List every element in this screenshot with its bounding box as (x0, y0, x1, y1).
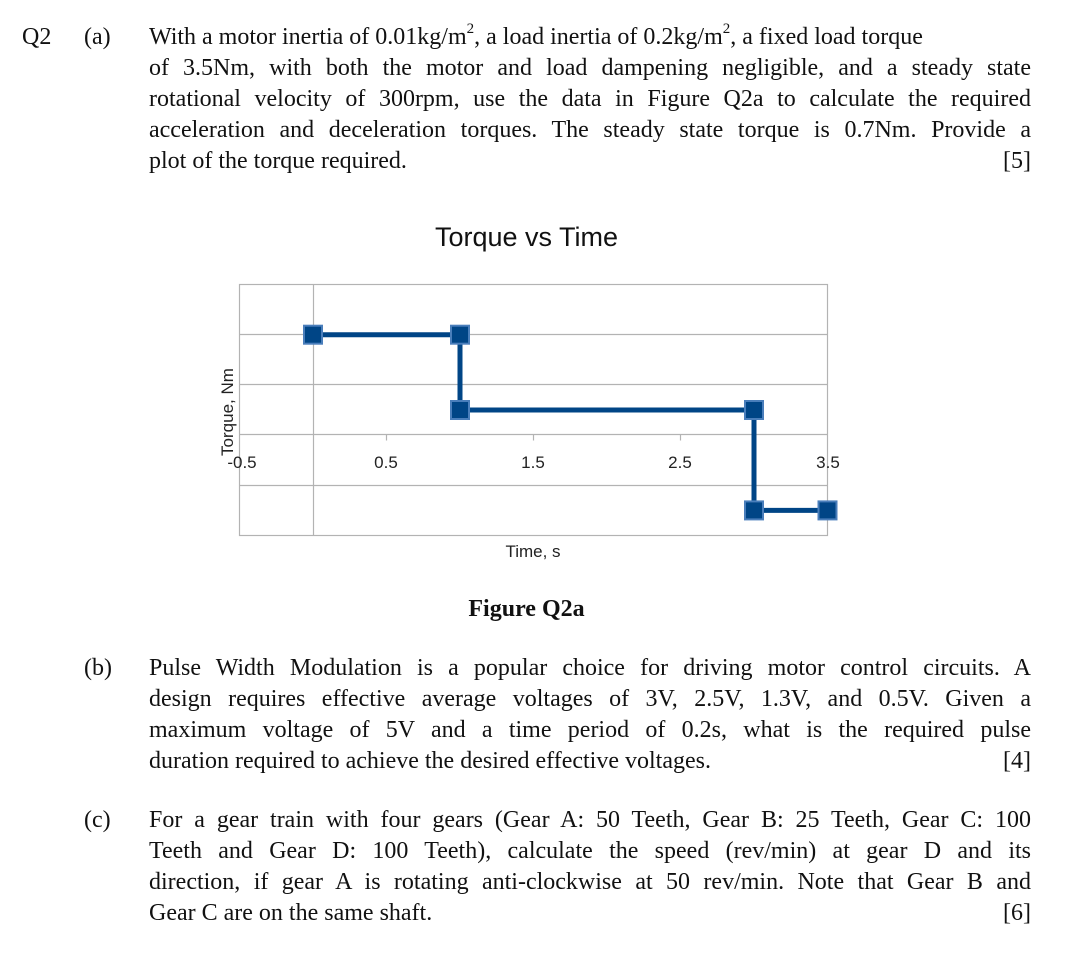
x-tick-label: 2.5 (668, 453, 692, 472)
part-c-line-2: Teeth and Gear D: 100 Teeth), calculate … (149, 838, 1031, 864)
part-a-line-5: plot of the torque required. [5] (149, 146, 1031, 177)
data-point-marker (744, 400, 764, 420)
x-tick-labels: -0.5 0.5 1.5 2.5 3.5 (227, 453, 839, 472)
part-b-line-1: Pulse Width Modulation is a popular choi… (149, 655, 1031, 681)
chart-title: Torque vs Time (434, 222, 619, 252)
data-point-marker (744, 500, 764, 521)
part-c-line-3: direction, if gear A is rotating anti-cl… (149, 869, 1031, 895)
question-number: Q2 (22, 24, 52, 50)
part-b-line-2: design requires effective average voltag… (149, 686, 1031, 712)
part-a-label: (a) (84, 24, 111, 50)
x-tick-label: 1.5 (521, 453, 545, 472)
x-tick-label: 3.5 (816, 453, 840, 472)
part-a-line-1: With a motor inertia of 0.01kg/m2, a loa… (149, 21, 923, 51)
part-a-line-4: acceleration and deceleration torques. T… (149, 117, 1031, 143)
part-c-label: (c) (84, 807, 111, 833)
data-point-marker (303, 324, 323, 345)
part-a-marks: [5] (1003, 148, 1031, 174)
y-axis-label: Torque, Nm (218, 368, 237, 456)
torque-line (313, 332, 828, 513)
part-a-text: With a motor inertia of 0.01kg/m2, a loa… (149, 22, 1031, 177)
data-point-marker (817, 500, 838, 521)
part-c-text: For a gear train with four gears (Gear A… (149, 805, 1031, 929)
part-c-line-1: For a gear train with four gears (Gear A… (149, 807, 1031, 833)
part-a-line-2: of 3.5Nm, with both the motor and load d… (149, 55, 1031, 81)
x-axis-label: Time, s (505, 542, 560, 561)
part-a-line-3: rotational velocity of 300rpm, use the d… (149, 86, 1031, 112)
torque-series (303, 324, 838, 521)
part-b-text: Pulse Width Modulation is a popular choi… (149, 653, 1031, 777)
part-c-marks: [6] (1003, 900, 1031, 926)
part-c-line-4: Gear C are on the same shaft. [6] (149, 898, 1031, 929)
part-b-marks: [4] (1003, 748, 1031, 774)
figure-caption: Figure Q2a (468, 596, 585, 622)
part-b-line-3: maximum voltage of 5V and a time period … (149, 717, 1031, 743)
part-b-label: (b) (84, 655, 112, 681)
data-point-marker (450, 400, 470, 420)
part-b-line-4: duration required to achieve the desired… (149, 746, 1031, 777)
x-tick-label: 0.5 (374, 453, 398, 472)
x-tick-label: -0.5 (227, 453, 256, 472)
data-point-marker (450, 324, 470, 345)
